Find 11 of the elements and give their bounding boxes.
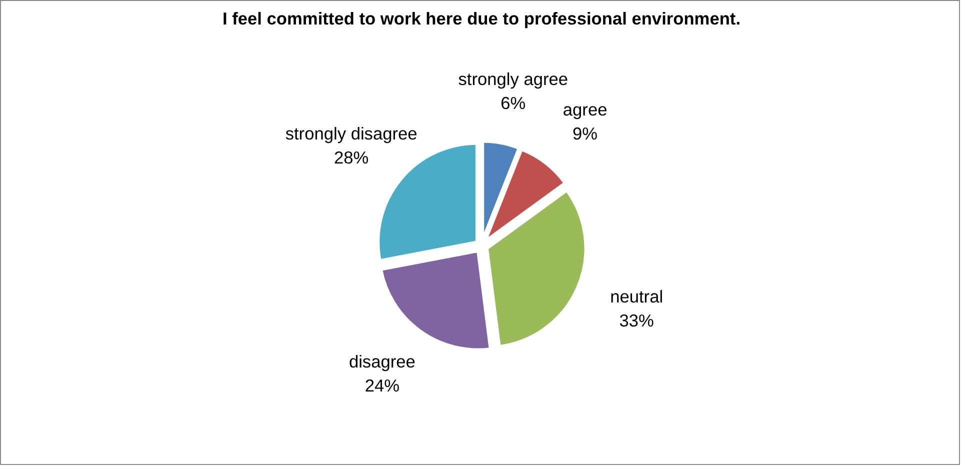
data-label: 24% [364, 376, 400, 396]
data-label: 6% [500, 92, 526, 113]
data-label: 9% [572, 123, 598, 144]
data-label: 28% [334, 147, 369, 168]
slice-label: neutral [610, 286, 664, 307]
chart-title: I feel committed to work here due to professional environment. [222, 8, 741, 28]
data-label: 33% [619, 310, 654, 331]
slice-label: disagree [348, 352, 416, 372]
slice-label: agree [562, 99, 608, 120]
slice-label: strongly disagree [285, 123, 418, 144]
slice-label: strongly agree [458, 68, 568, 89]
